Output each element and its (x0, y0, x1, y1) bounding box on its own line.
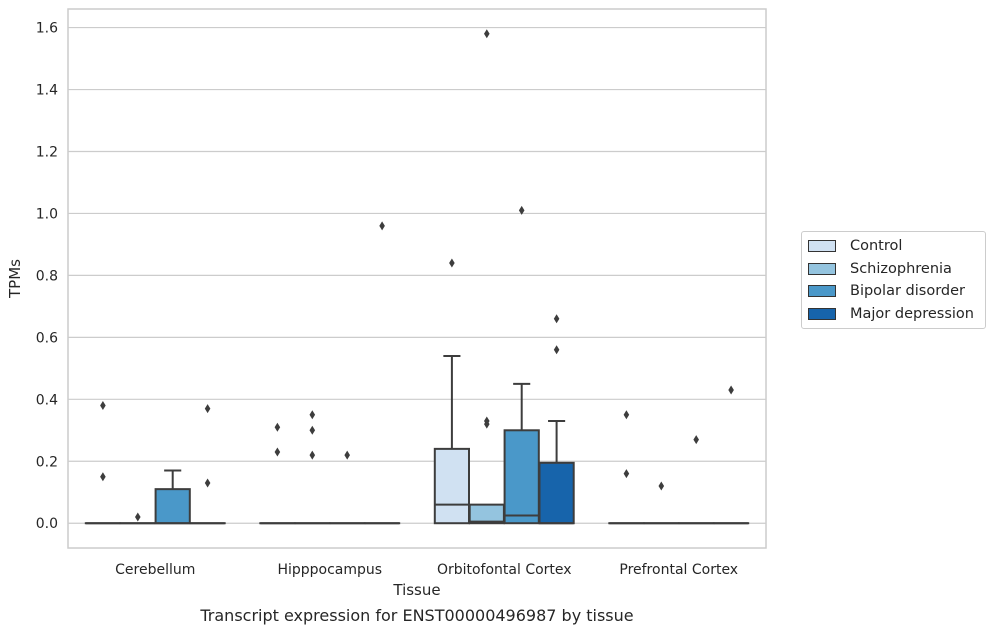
legend-swatch-major-depression (808, 307, 836, 320)
box-series (84, 354, 750, 525)
box-schizophrenia-orbitofontal-cortex (468, 503, 505, 525)
x-tick-label-orbitofontal-cortex: Orbitofontal Cortex (437, 562, 572, 578)
box-body (154, 488, 191, 525)
y-tick-label-8: 1.6 (36, 21, 58, 37)
legend-label-control: Control (850, 238, 903, 255)
outlier-schizophrenia-orbitofontal-cortex-2 (484, 419, 490, 429)
legend-item-major-depression: Major depression (802, 303, 985, 326)
y-axis-ticks: 0.0 0.2 0.4 0.6 0.8 1.0 1.2 1.4 1.6 (36, 21, 58, 533)
outlier-major-depression-orbitofontal-cortex-1 (553, 345, 560, 355)
y-tick-label-6: 1.2 (36, 144, 58, 160)
outlier-schizophrenia-hipppocampus-0 (309, 410, 316, 420)
plot-area-frame (67, 8, 767, 549)
y-tick-label-2: 0.4 (36, 392, 58, 408)
box-bipolar-disorder-cerebellum (154, 469, 191, 525)
legend-swatch-control (808, 240, 836, 253)
box-body (503, 429, 540, 525)
outlier-schizophrenia-orbitofontal-cortex-0 (484, 29, 490, 39)
box-body (433, 447, 471, 525)
y-tick-label-3: 0.6 (36, 330, 58, 346)
box-body (538, 461, 575, 525)
outlier-control-cerebellum-1 (100, 472, 106, 482)
outlier-major-depression-orbitofontal-cortex-0 (553, 314, 560, 324)
legend-label-major-depression: Major depression (850, 305, 974, 322)
grid-lines (68, 26, 766, 524)
x-axis-label: Tissue (392, 581, 440, 599)
x-tick-label-cerebellum: Cerebellum (115, 562, 195, 578)
outlier-points (100, 29, 734, 522)
legend-label-schizophrenia: Schizophrenia (850, 260, 952, 277)
box-major-depression-orbitofontal-cortex (538, 419, 575, 525)
y-tick-label-4: 0.8 (36, 268, 58, 284)
outlier-schizophrenia-cerebellum-0 (135, 512, 141, 522)
outlier-control-hipppocampus-1 (274, 447, 281, 457)
outlier-bipolar-disorder-hipppocampus-0 (344, 450, 350, 460)
x-tick-label-hipppocampus: Hipppocampus (277, 562, 382, 578)
chart-caption: Transcript expression for ENST0000049698… (200, 606, 634, 625)
outlier-major-depression-cerebellum-1 (204, 478, 211, 488)
outlier-control-hipppocampus-0 (274, 422, 281, 432)
outlier-bipolar-disorder-orbitofontal-cortex-0 (518, 205, 525, 215)
x-axis-ticks: Cerebellum Hipppocampus Orbitofontal Corte… (115, 562, 738, 578)
outlier-schizophrenia-hipppocampus-1 (309, 425, 316, 435)
y-axis-label: TPMs (6, 259, 24, 299)
outlier-control-prefrontal-cortex-1 (623, 469, 630, 479)
outlier-schizophrenia-prefrontal-cortex-0 (658, 481, 665, 491)
outlier-control-cerebellum-0 (100, 401, 106, 411)
outlier-schizophrenia-hipppocampus-2 (309, 450, 316, 460)
outlier-major-depression-hipppocampus-0 (379, 221, 385, 231)
y-tick-label-7: 1.4 (36, 83, 58, 99)
legend-label-bipolar-disorder: Bipolar disorder (850, 283, 965, 300)
box-bipolar-disorder-orbitofontal-cortex (503, 382, 540, 525)
x-tick-label-prefrontal-cortex: Prefrontal Cortex (619, 562, 738, 578)
legend-swatch-schizophrenia (808, 262, 836, 275)
outlier-major-depression-cerebellum-0 (204, 404, 211, 414)
outlier-control-orbitofontal-cortex-0 (449, 258, 455, 268)
chart-legend: Control Schizophrenia Bipolar disorder M… (801, 231, 986, 329)
y-tick-label-5: 1.0 (36, 206, 58, 222)
box-control-orbitofontal-cortex (433, 354, 471, 525)
legend-item-bipolar-disorder: Bipolar disorder (802, 280, 985, 303)
legend-item-control: Control (802, 235, 985, 258)
y-tick-label-1: 0.2 (36, 454, 58, 470)
outlier-major-depression-prefrontal-cortex-0 (728, 385, 734, 395)
legend-swatch-bipolar-disorder (808, 285, 836, 298)
legend-item-schizophrenia: Schizophrenia (802, 258, 985, 281)
box-body (468, 503, 505, 525)
outlier-bipolar-disorder-prefrontal-cortex-0 (693, 435, 699, 445)
y-tick-label-0: 0.0 (36, 516, 58, 532)
outlier-control-prefrontal-cortex-0 (623, 410, 630, 420)
